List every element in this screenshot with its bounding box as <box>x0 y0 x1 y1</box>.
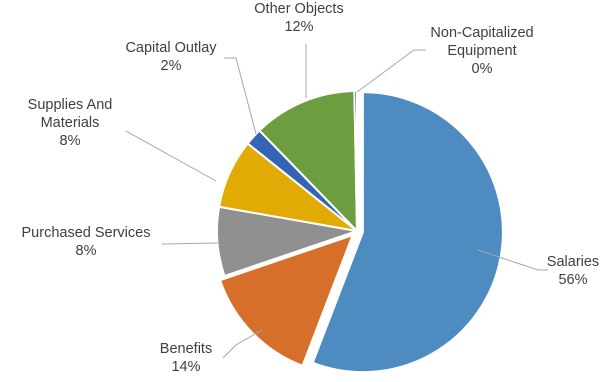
slice-non-capitalized-equipment <box>353 89 358 232</box>
data-label-benefits: Benefits 14% <box>160 341 212 375</box>
leader-line-supplies-and-materials <box>125 130 217 182</box>
leader-lines <box>125 44 548 359</box>
leader-line-capital-outlay <box>224 57 257 135</box>
pie-slices <box>216 89 504 374</box>
slice-benefits <box>218 233 355 368</box>
data-label-purchased-services: Purchased Services 8% <box>22 225 151 259</box>
data-label-non-capitalized-equipment: Non-Capitalized Equipment 0% <box>430 25 533 77</box>
leader-line-salaries <box>477 249 548 271</box>
data-label-other-objects: Other Objects 12% <box>254 1 343 35</box>
leader-line-non-capitalized-equipment <box>356 49 426 93</box>
leader-line-purchased-services <box>161 242 219 245</box>
data-label-supplies-and-materials: Supplies And Materials 8% <box>28 97 113 149</box>
data-label-salaries: Salaries 56% <box>547 254 599 288</box>
data-labels: Salaries 56% Benefits 14% Purchased Services… <box>22 1 600 375</box>
slice-other-objects <box>258 90 359 234</box>
leader-line-benefits <box>222 329 263 359</box>
data-label-capital-outlay: Capital Outlay 2% <box>125 40 217 74</box>
